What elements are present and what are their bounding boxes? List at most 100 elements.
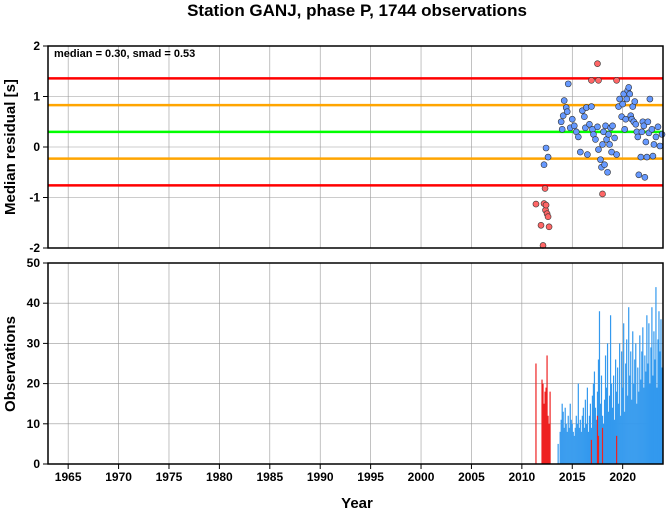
residual-point [638, 128, 646, 136]
y-tick-label: 40 [27, 296, 41, 310]
stats-annotation: median = 0.30, smad = 0.53 [54, 48, 195, 60]
observation-bar [639, 335, 641, 464]
outlier-observation-bar [597, 435, 600, 464]
x-tick-label: 2005 [458, 470, 485, 484]
x-tick-label: 1980 [206, 470, 233, 484]
residual-point [641, 174, 649, 181]
observation-bar [631, 399, 633, 464]
outlier-observation-bar [544, 391, 546, 464]
residual-y-ticks: 2 1 0 -1 -2 [29, 39, 48, 255]
observation-bar [656, 387, 658, 464]
residual-point [642, 138, 650, 146]
year-x-ticks: 1965 1970 1975 1980 1985 1990 1995 2000 2005 2010… [55, 464, 636, 484]
observation-bar [606, 343, 609, 464]
observation-bar [624, 411, 626, 464]
observations-y-ticks: 0 10 20 30 40 50 [27, 256, 48, 471]
observation-bar [576, 423, 578, 464]
observation-bar [592, 383, 595, 464]
observation-bar [616, 391, 618, 464]
residual-point [631, 98, 639, 105]
observation-bar [651, 307, 653, 464]
x-tick-label: 1975 [156, 470, 183, 484]
residual-point [586, 120, 593, 128]
observation-bar [600, 375, 603, 464]
x-tick-label: 1995 [357, 470, 384, 484]
residual-point [559, 112, 567, 119]
outlier-observation-bar [590, 439, 593, 464]
observation-bar [645, 371, 647, 464]
y-tick-label: 20 [27, 377, 41, 391]
y-tick-label: 2 [33, 39, 40, 53]
observation-bar [646, 315, 648, 464]
outlier-point [595, 77, 602, 84]
observation-bar [635, 343, 637, 464]
observation-bar [597, 359, 600, 464]
observation-bar [563, 427, 565, 464]
y-tick-label: 50 [27, 256, 41, 270]
observation-bar [595, 419, 598, 464]
x-tick-label: 2020 [609, 470, 636, 484]
outlier-observation-bar [549, 391, 551, 464]
observation-bar [588, 415, 591, 464]
residual-points [532, 60, 666, 249]
observation-bar [572, 431, 574, 464]
residual-point [650, 141, 658, 148]
observation-bar [661, 367, 663, 464]
observation-bar [566, 431, 568, 464]
observation-bar [634, 359, 636, 464]
residual-point [646, 95, 654, 103]
observation-bar [633, 383, 635, 464]
observation-bar [612, 375, 615, 464]
observation-bar [628, 307, 630, 464]
observation-bar [608, 395, 611, 464]
observation-bar [589, 403, 592, 464]
observation-bar [586, 387, 588, 464]
observation-bar [603, 399, 606, 464]
residual-point [584, 151, 591, 158]
residual-point [611, 134, 618, 142]
residual-panel: 2 1 0 -1 -2 median = 0.30, smad = 0.53 Media… [2, 39, 666, 255]
outlier-point [542, 201, 550, 209]
observation-bar [629, 375, 631, 464]
observation-bar [642, 327, 644, 464]
x-tick-label: 2015 [559, 470, 586, 484]
observation-bar [604, 355, 607, 464]
observation-bar [561, 403, 563, 464]
observation-bar [648, 323, 650, 464]
residual-point [597, 156, 604, 163]
observation-bar [617, 367, 619, 464]
observation-bar [637, 367, 639, 464]
outlier-observation-bar [545, 387, 547, 464]
observation-bar [640, 379, 642, 464]
residual-point [605, 131, 612, 138]
residual-grid [48, 45, 663, 249]
observation-bar [568, 427, 570, 464]
observation-bar [557, 443, 559, 464]
observation-bar [626, 339, 628, 464]
y-tick-label: -2 [29, 241, 40, 255]
residual-point [592, 136, 599, 143]
observation-bar [658, 311, 660, 464]
residual-point [542, 144, 550, 152]
x-tick-label: 1985 [256, 470, 283, 484]
residual-point [652, 133, 660, 141]
observation-bar [559, 431, 561, 464]
residual-point [594, 123, 601, 131]
observation-bar [599, 403, 602, 464]
observation-bar [593, 371, 596, 464]
observation-bar [630, 351, 632, 464]
y-tick-label: 10 [27, 417, 41, 431]
residual-point [637, 153, 645, 161]
residual-point [640, 122, 648, 130]
x-tick-label: 1970 [105, 470, 132, 484]
observation-bar [587, 431, 589, 464]
observations-panel: 0 10 20 30 40 50 1965 1970 1975 1980 1985 1990 1995… [2, 256, 664, 511]
observation-bar [582, 407, 584, 464]
observation-bar [649, 383, 651, 464]
residual-point [570, 122, 578, 130]
observation-bar [621, 351, 623, 464]
observation-bar [580, 431, 582, 464]
x-tick-label: 2000 [408, 470, 435, 484]
outlier-point [545, 223, 553, 231]
y-tick-label: 30 [27, 336, 41, 350]
